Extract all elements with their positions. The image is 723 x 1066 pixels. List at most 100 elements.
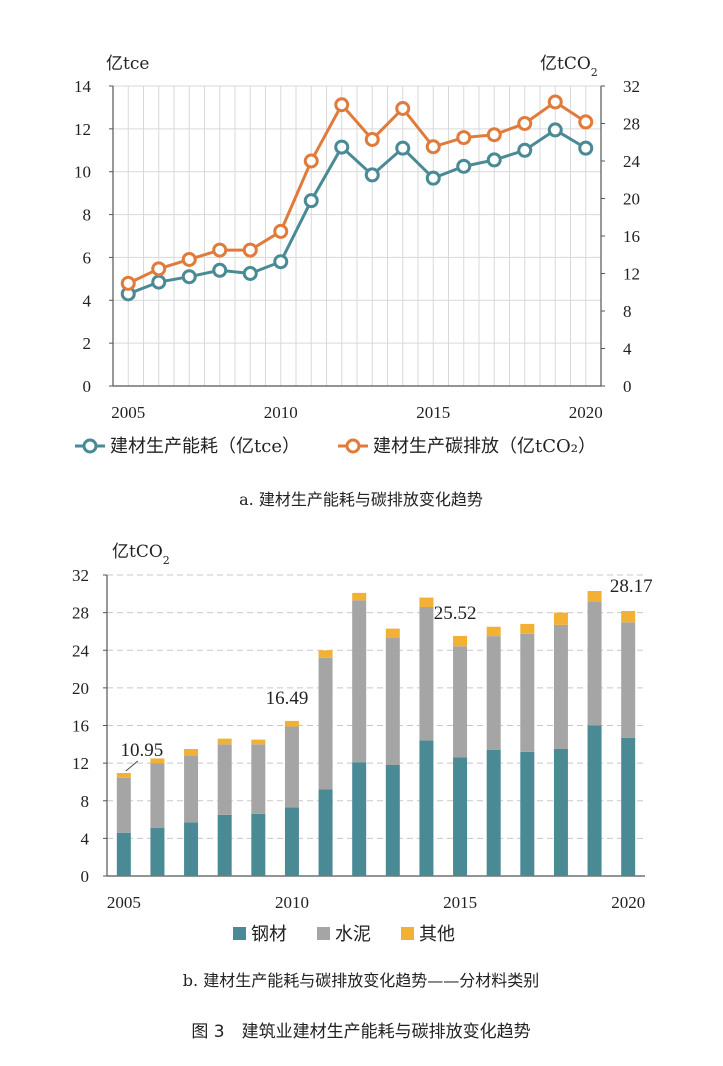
legend-cement-label: 水泥 <box>335 924 371 945</box>
bar-segment-cement <box>587 601 602 726</box>
chart-a-right-tick-label: 8 <box>623 302 632 321</box>
bar-segment-other <box>251 739 266 745</box>
bar-segment-other <box>284 720 299 727</box>
bar-segment-steel <box>486 749 501 876</box>
energy-point <box>151 274 167 290</box>
bar-segment-cement <box>217 744 232 815</box>
bar-segment-cement <box>621 622 636 738</box>
energy-point <box>547 122 563 138</box>
legend-energy-marker <box>82 438 98 454</box>
bar-segment-steel <box>419 740 434 876</box>
figure-caption: 图 3 建筑业建材生产能耗与碳排放变化趋势 <box>191 1022 530 1042</box>
chart-a-right-tick-label: 16 <box>623 227 640 246</box>
bar-segment-other <box>553 612 568 625</box>
bar-segment-other <box>453 635 468 647</box>
carbon-point <box>212 242 228 258</box>
chart-a-right-tick-label: 28 <box>623 115 640 134</box>
chart-a-right-tick-label: 12 <box>623 265 640 284</box>
chart-a-left-tick-label: 4 <box>83 291 92 310</box>
chart-b-x-tick-label: 2020 <box>611 893 645 912</box>
bar-segment-steel <box>217 814 232 876</box>
chart-a-right-unit-label: 亿tCO2 <box>540 54 598 79</box>
chart-b-caption: b. 建材生产能耗与碳排放变化趋势——分材料类别 <box>183 971 539 990</box>
chart-a-left-tick-label: 6 <box>83 248 92 267</box>
chart-a-right-tick-label: 32 <box>623 77 640 96</box>
carbon-point <box>547 94 563 110</box>
carbon-point <box>456 130 472 146</box>
chart-b-y-tick-label: 4 <box>81 829 90 848</box>
chart-a-caption: a. 建材生产能耗与碳排放变化趋势 <box>239 490 483 509</box>
bar-segment-steel <box>453 757 468 876</box>
chart-a-left-tick-label: 0 <box>83 377 92 396</box>
chart-a-x-tick-label: 2005 <box>111 403 145 422</box>
bar-segment-cement <box>251 744 266 814</box>
chart-a-gridlines <box>112 85 602 387</box>
bar-segment-steel <box>150 828 165 876</box>
energy-point <box>395 140 411 156</box>
bar-segment-other <box>520 623 535 634</box>
chart-a-left-tick-label: 14 <box>74 77 92 96</box>
chart-a-x-tick-label: 2015 <box>416 403 450 422</box>
carbon-point <box>181 251 197 267</box>
bar-segment-cement <box>419 606 434 741</box>
bar-segment-other <box>184 749 199 756</box>
chart-a-x-tick-label: 2010 <box>264 403 298 422</box>
bar-segment-cement <box>184 755 199 823</box>
energy-point <box>242 266 258 281</box>
energy-point <box>364 167 380 183</box>
chart-b-y-tick-label: 24 <box>72 641 90 660</box>
bar-segment-steel <box>251 813 266 876</box>
chart-b-bars <box>116 590 636 876</box>
carbon-series-line <box>127 100 587 285</box>
bar-segment-cement <box>318 657 333 790</box>
bar-segment-cement <box>284 726 299 808</box>
chart-a-left-unit-label: 亿tce <box>106 54 149 74</box>
energy-point <box>486 152 502 168</box>
chart-b-tick-labels: 0 4 8 12 16 20 24 28 32 2005 2010 2015 2020 <box>72 566 645 912</box>
chart-a-right-tick-label: 24 <box>623 152 641 171</box>
bar-segment-other <box>318 650 333 658</box>
bar-segment-other <box>621 611 636 623</box>
chart-b-y-tick-label: 28 <box>72 604 89 623</box>
chart-b-y-tick-label: 32 <box>72 566 89 585</box>
bar-segment-steel <box>553 749 568 876</box>
bar-segment-steel <box>352 762 367 876</box>
chart-b-x-tick-label: 2015 <box>443 893 477 912</box>
carbon-point <box>578 114 594 130</box>
bar-segment-cement <box>553 624 568 750</box>
bar-segment-other <box>150 758 165 764</box>
chart-a-left-tick-label: 12 <box>74 120 91 139</box>
legend-steel-swatch <box>233 927 246 940</box>
bar-segment-steel <box>318 789 333 876</box>
chart-a-legend: 建材生产能耗（亿tce） 建材生产碳排放（亿tCO₂） <box>75 436 596 457</box>
chart-b-x-tick-label: 2005 <box>107 893 141 912</box>
carbon-point <box>486 127 502 143</box>
carbon-point <box>334 97 350 113</box>
bar-segment-steel <box>116 832 131 876</box>
legend-cement-swatch <box>317 927 330 940</box>
energy-point <box>517 142 533 158</box>
energy-point <box>303 193 319 209</box>
legend-other-label: 其他 <box>419 924 455 945</box>
energy-point <box>273 254 289 270</box>
energy-series-line <box>127 128 587 296</box>
bar-segment-cement <box>520 633 535 752</box>
bar-segment-steel <box>587 725 602 876</box>
total-label-leader <box>125 760 139 772</box>
bar-segment-steel <box>385 765 400 876</box>
bar-segment-cement <box>116 777 131 833</box>
chart-b-x-tick-label: 2010 <box>275 893 309 912</box>
energy-point <box>456 158 472 174</box>
energy-point <box>425 170 441 186</box>
bar-segment-steel <box>621 737 636 876</box>
carbon-point <box>517 116 533 131</box>
chart-a-left-tick-label: 2 <box>83 334 92 353</box>
chart-a-right-tick-label: 0 <box>623 377 632 396</box>
legend-energy-label: 建材生产能耗（亿tce） <box>110 436 300 457</box>
bar-segment-cement <box>150 763 165 829</box>
energy-point <box>181 269 197 285</box>
carbon-point <box>395 101 411 116</box>
carbon-point <box>303 153 319 169</box>
